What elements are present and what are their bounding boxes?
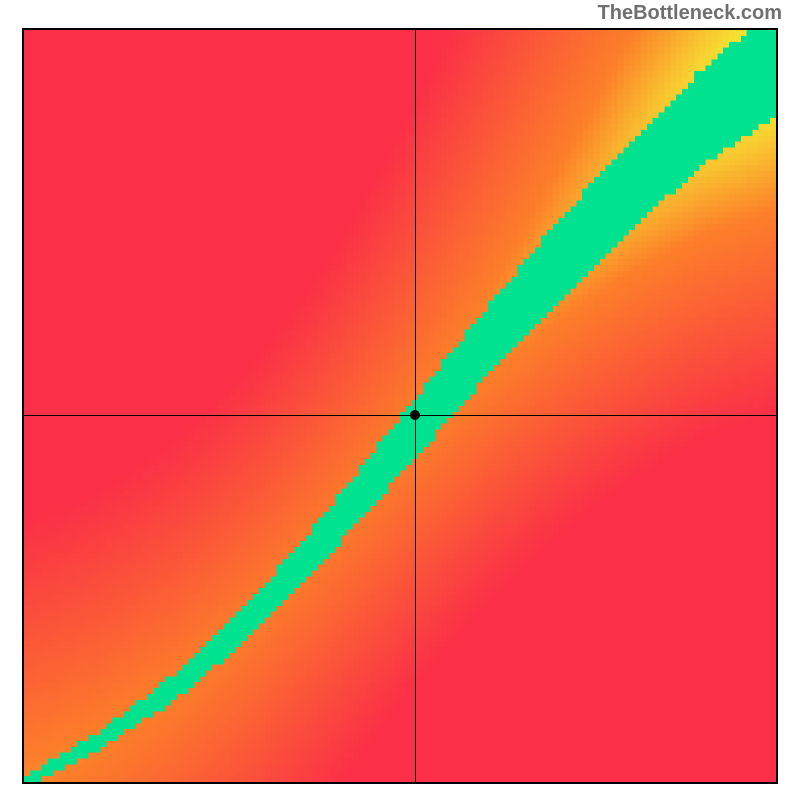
heatmap-canvas: [24, 30, 776, 782]
crosshair-horizontal: [24, 415, 776, 416]
crosshair-vertical: [415, 30, 416, 782]
heatmap-plot: [22, 28, 778, 784]
chart-container: TheBottleneck.com: [0, 0, 800, 800]
watermark-text: TheBottleneck.com: [598, 2, 782, 25]
marker-dot: [410, 410, 420, 420]
